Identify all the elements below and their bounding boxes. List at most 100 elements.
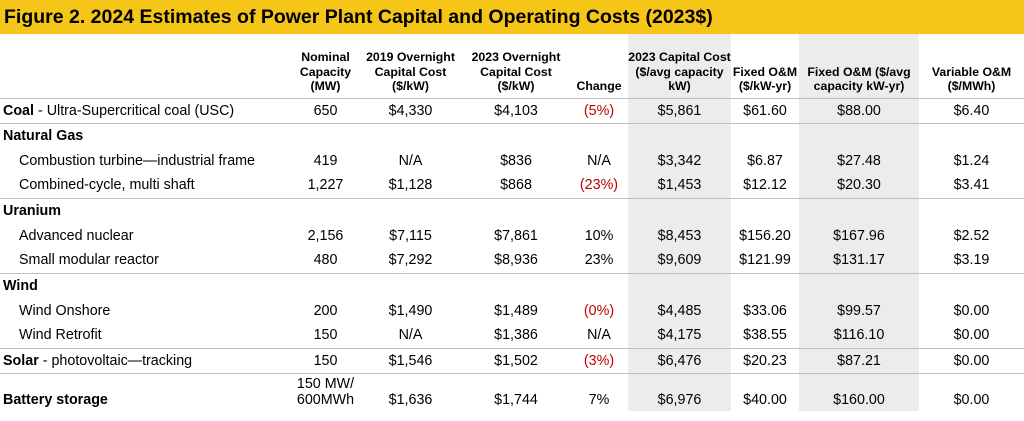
cell-variable-om: $2.52 bbox=[953, 227, 990, 244]
cell-capital-avg: $9,609 bbox=[628, 248, 731, 274]
cell-fixed-om: $38.55 bbox=[731, 323, 799, 349]
header-row: Nominal Capacity (MW) 2019 Overnight Cap… bbox=[0, 34, 1024, 99]
cell-variable-om: $6.40 bbox=[919, 98, 1024, 124]
cell-fixed-om-avg: $116.10 bbox=[799, 323, 919, 349]
figure-title: Figure 2. 2024 Estimates of Power Plant … bbox=[0, 0, 1024, 34]
row-label: Battery storage bbox=[3, 392, 108, 408]
category-label: Uranium bbox=[3, 202, 61, 219]
category-label: Wind bbox=[3, 277, 38, 294]
cell-2023-cost: $1,502 bbox=[462, 348, 570, 374]
cell-fixed-om: $6.87 bbox=[747, 152, 783, 169]
cell-capacity: 200 bbox=[313, 302, 338, 319]
cell-capital-avg: $5,861 bbox=[628, 98, 731, 124]
cell-capital-avg: $8,453 bbox=[628, 223, 731, 248]
cell-variable-om: $0.00 bbox=[953, 302, 990, 319]
cell-2019-cost: $7,115 bbox=[389, 227, 432, 244]
table-row-combined-cycle: Combined-cycle, multi shaft 1,227 $1,128… bbox=[0, 173, 1024, 199]
cell-capacity: 2,156 bbox=[307, 227, 344, 244]
category-name: Solar bbox=[3, 352, 39, 369]
cell-change: 7% bbox=[588, 392, 610, 408]
cell-fixed-om: $156.20 bbox=[739, 227, 791, 244]
cell-2019-cost: $1,128 bbox=[359, 173, 462, 199]
cell-capital-avg: $4,485 bbox=[628, 298, 731, 323]
cell-2023-cost: $4,103 bbox=[462, 98, 570, 124]
cell-capital-avg: $6,976 bbox=[628, 373, 731, 411]
cell-variable-om: $0.00 bbox=[919, 323, 1024, 349]
table-row-uranium: Uranium bbox=[0, 198, 1024, 223]
cell-2019-cost: $4,330 bbox=[359, 98, 462, 124]
cell-variable-om: $3.41 bbox=[919, 173, 1024, 199]
cell-capital-avg: $1,453 bbox=[628, 173, 731, 199]
header-nominal-capacity: Nominal Capacity (MW) bbox=[292, 34, 359, 99]
cell-2023-cost: $7,861 bbox=[494, 227, 538, 244]
cell-fixed-om-avg: $20.30 bbox=[799, 173, 919, 199]
cell-2023-cost: $1,386 bbox=[462, 323, 570, 349]
cell-2023-cost: $1,489 bbox=[494, 302, 538, 319]
table-row-combustion-turbine: Combustion turbine—industrial frame 419 … bbox=[0, 148, 1024, 173]
row-label: Small modular reactor bbox=[0, 248, 292, 274]
cost-table: Nominal Capacity (MW) 2019 Overnight Cap… bbox=[0, 34, 1024, 411]
cell-fixed-om-avg: $87.21 bbox=[799, 348, 919, 374]
header-fixed-om: Fixed O&M ($/kW-yr) bbox=[731, 34, 799, 99]
table-row-solar: Solar - photovoltaic—tracking 150 $1,546… bbox=[0, 348, 1024, 374]
table-row-natural-gas: Natural Gas bbox=[0, 123, 1024, 148]
cell-capacity: 650 bbox=[292, 98, 359, 124]
cell-2023-cost: $836 bbox=[500, 152, 532, 169]
cell-fixed-om-avg: $88.00 bbox=[799, 98, 919, 124]
cell-2019-cost: $7,292 bbox=[359, 248, 462, 274]
header-blank bbox=[0, 34, 292, 99]
table-row-wind-retrofit: Wind Retrofit 150 N/A $1,386 N/A $4,175 … bbox=[0, 323, 1024, 349]
cell-capacity: 480 bbox=[292, 248, 359, 274]
technology-name: - Ultra-Supercritical coal (USC) bbox=[33, 102, 235, 119]
cell-2019-cost: N/A bbox=[359, 323, 462, 349]
cell-fixed-om-avg: $131.17 bbox=[799, 248, 919, 274]
header-variable-om: Variable O&M ($/MWh) bbox=[919, 34, 1024, 99]
table-row-battery-storage: Battery storage 150 MW/600MWh $1,636 $1,… bbox=[0, 373, 1024, 411]
cell-2019-cost: $1,546 bbox=[359, 348, 462, 374]
cell-variable-om: $0.00 bbox=[953, 392, 990, 408]
row-label: Combined-cycle, multi shaft bbox=[0, 173, 292, 199]
cell-fixed-om-avg: $99.57 bbox=[799, 298, 919, 323]
cell-variable-om: $0.00 bbox=[919, 348, 1024, 374]
row-label: Solar - photovoltaic—tracking bbox=[0, 348, 292, 374]
cell-capital-avg: $4,175 bbox=[628, 323, 731, 349]
category-name: Coal bbox=[3, 102, 34, 119]
technology-name: - photovoltaic—tracking bbox=[38, 352, 193, 369]
cell-2023-cost: $8,936 bbox=[462, 248, 570, 274]
table-row-small-modular-reactor: Small modular reactor 480 $7,292 $8,936 … bbox=[0, 248, 1024, 274]
row-label: Combustion turbine—industrial frame bbox=[19, 152, 256, 169]
cell-fixed-om-avg: $27.48 bbox=[799, 148, 919, 173]
cell-capacity: 419 bbox=[313, 152, 338, 169]
cell-capital-avg: $3,342 bbox=[628, 148, 731, 173]
cell-2023-cost: $868 bbox=[462, 173, 570, 199]
cell-change: (0%) bbox=[583, 302, 615, 319]
cell-change: (23%) bbox=[570, 173, 628, 199]
cell-fixed-om: $61.60 bbox=[731, 98, 799, 124]
cell-change: (3%) bbox=[570, 348, 628, 374]
capacity-line-1: 150 MW/ bbox=[296, 376, 355, 393]
cell-fixed-om: $12.12 bbox=[731, 173, 799, 199]
cell-capacity: 150 bbox=[292, 348, 359, 374]
cell-2019-cost: $1,490 bbox=[388, 302, 433, 319]
cell-fixed-om: $33.06 bbox=[743, 302, 787, 319]
cell-variable-om: $1.24 bbox=[953, 152, 990, 169]
header-2023-overnight: 2023 Overnight Capital Cost ($/kW) bbox=[462, 34, 570, 99]
cell-variable-om: $3.19 bbox=[919, 248, 1024, 274]
table-row-wind-onshore: Wind Onshore 200 $1,490 $1,489 (0%) $4,4… bbox=[0, 298, 1024, 323]
cell-change: N/A bbox=[570, 323, 628, 349]
cell-change: N/A bbox=[587, 152, 611, 169]
cell-change: 23% bbox=[570, 248, 628, 274]
category-label: Natural Gas bbox=[3, 127, 84, 144]
header-2019-overnight: 2019 Overnight Capital Cost ($/kW) bbox=[359, 34, 462, 99]
table-row-wind: Wind bbox=[0, 273, 1024, 298]
header-fixed-om-avg: Fixed O&M ($/avg capacity kW-yr) bbox=[799, 34, 919, 99]
cell-2019-cost: N/A bbox=[398, 152, 423, 169]
cell-capacity: 150 MW/600MWh bbox=[292, 373, 359, 411]
row-label: Wind Onshore bbox=[19, 302, 111, 319]
capacity-line-2: 600MWh bbox=[296, 392, 355, 409]
row-label: Advanced nuclear bbox=[19, 227, 134, 244]
cell-fixed-om: $20.23 bbox=[731, 348, 799, 374]
cell-fixed-om: $121.99 bbox=[731, 248, 799, 274]
cell-2023-cost: $1,744 bbox=[494, 392, 538, 408]
